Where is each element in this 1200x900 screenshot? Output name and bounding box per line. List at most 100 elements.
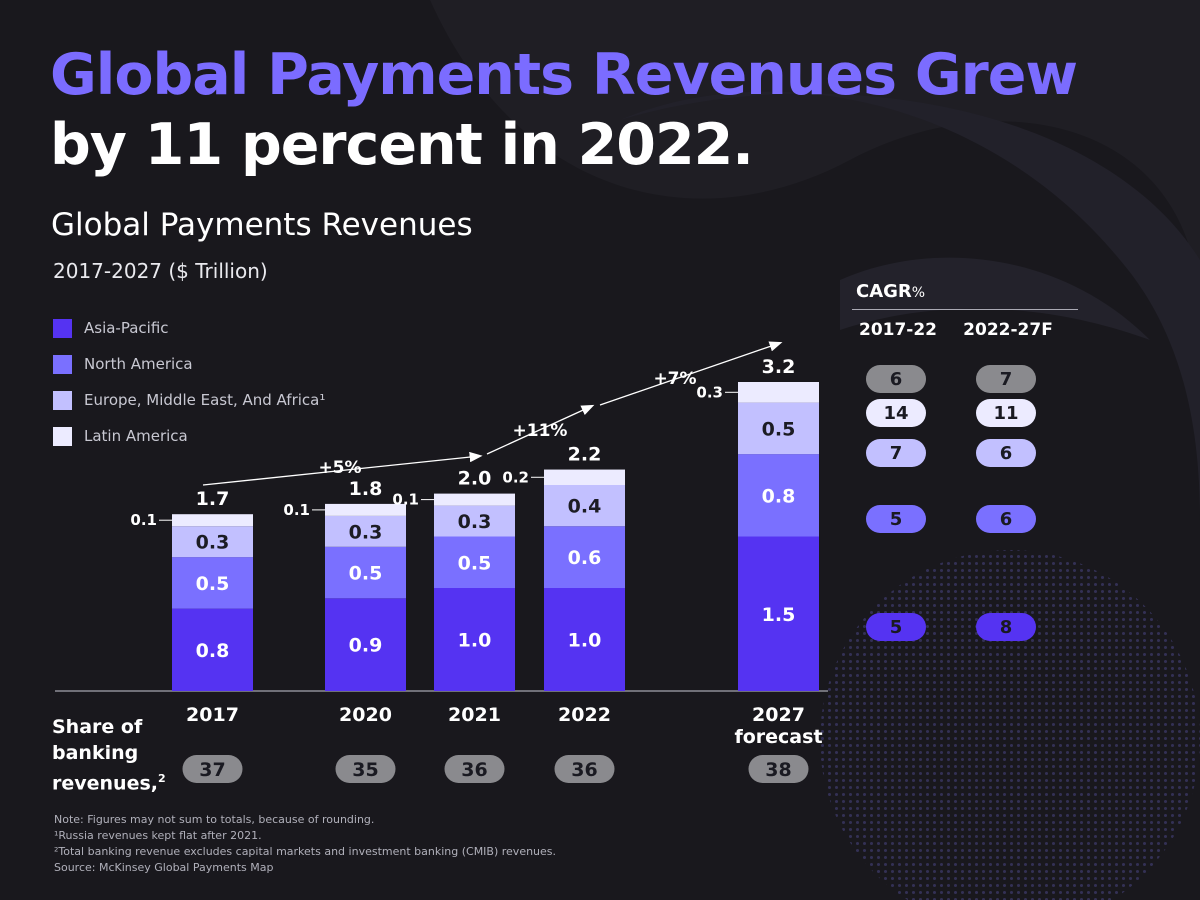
legend-item-emea: Europe, Middle East, And Africa¹ bbox=[53, 390, 325, 410]
bar-segment-europe-1 bbox=[325, 515, 406, 547]
cagr-pill-latin-v2: 11 bbox=[976, 399, 1036, 427]
growth-arrow bbox=[202, 451, 483, 486]
cagr-pill-asia-pacific-v1: 5 bbox=[866, 613, 926, 641]
bar-value-label: 0.9 bbox=[349, 635, 383, 657]
growth-arrow bbox=[486, 404, 595, 455]
share-label-line-3: revenues, bbox=[52, 772, 158, 795]
bar-value-label: 0.3 bbox=[349, 521, 383, 543]
note-source: Source: McKinsey Global Payments Map bbox=[54, 861, 274, 874]
cagr-pill-europe-v1: 7 bbox=[866, 439, 926, 467]
bar-segment-asia-pacific-1 bbox=[325, 598, 406, 691]
x-tick-label: forecast bbox=[734, 726, 822, 748]
bar-value-label: 1.0 bbox=[458, 630, 492, 652]
bar-total-label: 3.2 bbox=[762, 356, 796, 378]
cagr-divider bbox=[852, 309, 1078, 310]
bar-value-label: 0.4 bbox=[568, 496, 602, 518]
bar-segment-latin-2 bbox=[434, 493, 515, 506]
bar-value-label: 0.6 bbox=[568, 547, 602, 569]
bar-segment-north-1 bbox=[325, 546, 406, 599]
growth-label: +7% bbox=[653, 369, 696, 389]
bar-segment-europe-3 bbox=[544, 485, 625, 527]
share-label-line-2: banking bbox=[52, 742, 139, 764]
bar-value-label: 0.5 bbox=[458, 552, 492, 574]
legend-item-latin-america: Latin America bbox=[53, 426, 325, 446]
bar-value-label-outside: 0.1 bbox=[392, 491, 419, 509]
cagr-pill-total-v1: 6 bbox=[866, 365, 926, 393]
bar-value-label: 0.5 bbox=[196, 573, 230, 595]
bar-segment-north-0 bbox=[172, 557, 253, 609]
growth-label: +11% bbox=[513, 421, 568, 441]
bar-total-label: 1.7 bbox=[196, 488, 230, 510]
cagr-pill-north-v2: 6 bbox=[976, 505, 1036, 533]
x-tick-label: 2017 bbox=[186, 704, 239, 726]
share-pill bbox=[444, 755, 505, 783]
legend-item-north-america: North America bbox=[53, 354, 325, 374]
growth-label: +5% bbox=[318, 458, 361, 478]
cagr-pill-north-v1: 5 bbox=[866, 505, 926, 533]
legend-label: Europe, Middle East, And Africa¹ bbox=[84, 391, 326, 409]
share-label-footnote: 2 bbox=[158, 772, 166, 785]
bar-value-label: 0.3 bbox=[196, 532, 230, 554]
note-rounding: Note: Figures may not sum to totals, bec… bbox=[54, 813, 375, 826]
bar-segment-asia-pacific-0 bbox=[172, 608, 253, 691]
cagr-title-suffix: % bbox=[911, 285, 926, 301]
footnotes: Note: Figures may not sum to totals, bec… bbox=[54, 812, 556, 876]
legend-item-asia-pacific: Asia-Pacific bbox=[53, 318, 325, 338]
bar-value-label-outside: 0.1 bbox=[130, 511, 157, 529]
share-of-banking-label: Share of banking revenues,2 bbox=[52, 714, 166, 796]
bar-value-label: 1.5 bbox=[762, 604, 796, 626]
bar-segment-asia-pacific-4 bbox=[738, 536, 819, 691]
cagr-pill-latin-v1: 14 bbox=[866, 399, 926, 427]
cagr-title: CAGR% bbox=[856, 281, 925, 302]
bar-segment-latin-1 bbox=[325, 503, 406, 516]
bar-segment-asia-pacific-2 bbox=[434, 588, 515, 691]
bar-segment-latin-0 bbox=[172, 514, 253, 527]
legend-label: North America bbox=[84, 355, 193, 373]
share-pill bbox=[554, 755, 615, 783]
note-cmib: ²Total banking revenue excludes capital … bbox=[54, 845, 557, 858]
bar-segment-latin-4 bbox=[738, 382, 819, 403]
title-line-1: Global Payments Revenues Grew bbox=[50, 42, 1078, 108]
share-pill-value: 36 bbox=[461, 759, 487, 781]
bar-segment-europe-4 bbox=[738, 402, 819, 455]
bar-total-label: 2.2 bbox=[568, 444, 602, 466]
share-label-line-1: Share of bbox=[52, 716, 143, 738]
chart-period: 2017-2027 ($ Trillion) bbox=[53, 259, 268, 283]
share-pill-value: 38 bbox=[765, 759, 791, 781]
bar-value-label-outside: 0.1 bbox=[283, 501, 310, 519]
bar-value-label: 0.5 bbox=[349, 563, 383, 585]
bar-value-label: 0.8 bbox=[196, 640, 230, 662]
cagr-pill-total-v2: 7 bbox=[976, 365, 1036, 393]
cagr-pill-europe-v2: 6 bbox=[976, 439, 1036, 467]
note-russia: ¹Russia revenues kept flat after 2021. bbox=[54, 829, 262, 842]
bar-segment-asia-pacific-3 bbox=[544, 588, 625, 691]
bar-total-label: 1.8 bbox=[349, 478, 383, 500]
legend-swatch-north-america bbox=[53, 354, 72, 374]
bar-total-label: 2.0 bbox=[458, 468, 492, 490]
bar-value-label: 0.3 bbox=[458, 511, 492, 533]
bar-segment-north-3 bbox=[544, 526, 625, 588]
bar-segment-europe-2 bbox=[434, 505, 515, 537]
x-tick-label: 2021 bbox=[448, 704, 501, 726]
legend-swatch-asia-pacific bbox=[53, 318, 72, 338]
x-tick-label: 2020 bbox=[339, 704, 392, 726]
share-pill bbox=[748, 755, 809, 783]
bar-value-label: 0.5 bbox=[762, 418, 796, 440]
legend-swatch-emea bbox=[53, 390, 72, 410]
cagr-column-2017-22: 2017-22 bbox=[858, 320, 938, 340]
cagr-pill-asia-pacific-v2: 8 bbox=[976, 613, 1036, 641]
legend: Asia-Pacific North America Europe, Middl… bbox=[53, 318, 325, 462]
bar-segment-latin-3 bbox=[544, 469, 625, 485]
x-tick-label: 2022 bbox=[558, 704, 611, 726]
share-pill-value: 35 bbox=[352, 759, 378, 781]
bar-value-label: 1.0 bbox=[568, 630, 602, 652]
legend-label: Latin America bbox=[84, 427, 188, 445]
bar-value-label-outside: 0.3 bbox=[696, 383, 723, 401]
share-pill bbox=[182, 755, 243, 783]
bar-segment-north-4 bbox=[738, 454, 819, 537]
bar-value-label-outside: 0.2 bbox=[502, 468, 529, 486]
share-pill-value: 37 bbox=[199, 759, 225, 781]
bar-segment-europe-0 bbox=[172, 526, 253, 558]
legend-label: Asia-Pacific bbox=[84, 319, 169, 337]
